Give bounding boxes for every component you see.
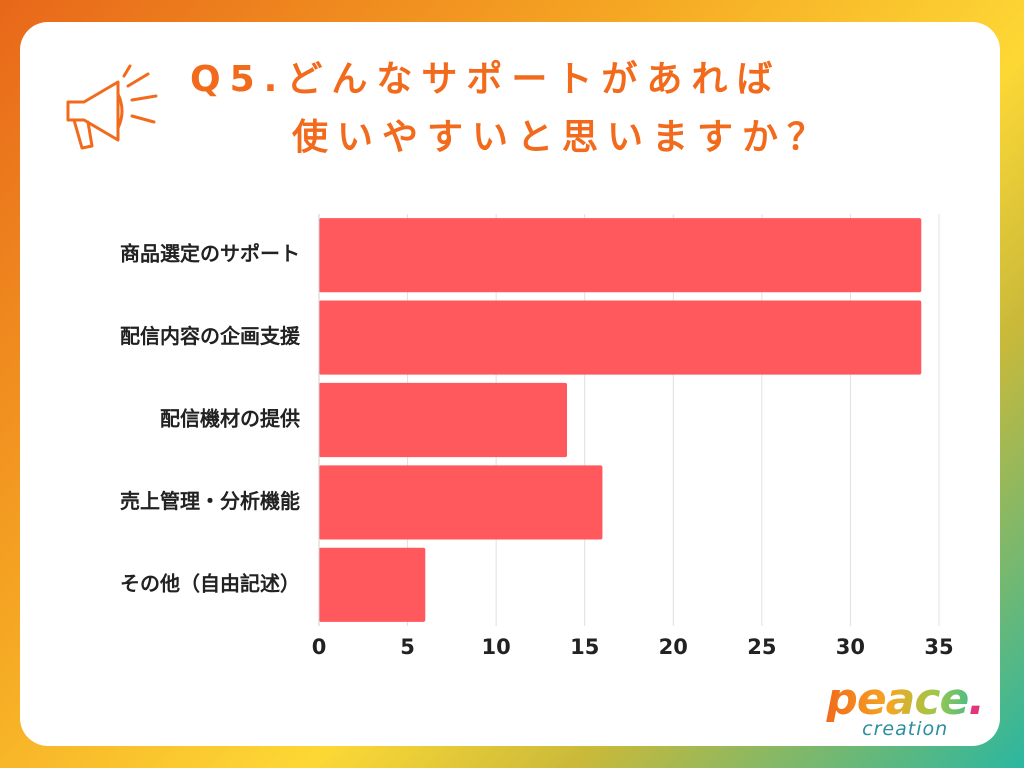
chart-title-line1: Q5.どんなサポートがあれば: [190, 59, 782, 100]
category-label-2: 配信機材の提供: [160, 407, 300, 431]
bar-0: [319, 218, 922, 293]
x-tick-label-7: 35: [924, 635, 953, 659]
x-tick-label-4: 20: [659, 635, 688, 659]
x-tick-label-6: 30: [836, 635, 865, 659]
bar-2: [319, 382, 567, 458]
category-label-0: 商品選定のサポート: [120, 242, 300, 266]
x-tick-label-2: 10: [482, 635, 511, 659]
x-tick-label-1: 5: [400, 635, 415, 659]
bar-4: [319, 547, 426, 622]
x-tick-label-5: 25: [747, 635, 776, 659]
chart-title-line2: 使いやすいと思いますか？: [292, 117, 833, 158]
category-label-3: 売上管理・分析機能: [120, 489, 300, 513]
peace-creation-logo: peace. creation: [826, 678, 985, 741]
logo-subtitle: creation: [862, 718, 949, 740]
megaphone-icon: [66, 64, 158, 150]
x-tick-label-3: 15: [570, 635, 599, 659]
category-label-4: その他（自由記述）: [120, 571, 300, 595]
bar-1: [319, 300, 922, 375]
logo-dot: .: [968, 674, 985, 725]
x-tick-label-0: 0: [312, 635, 327, 659]
bar-3: [319, 465, 603, 540]
category-label-1: 配信内容の企画支援: [120, 324, 301, 348]
